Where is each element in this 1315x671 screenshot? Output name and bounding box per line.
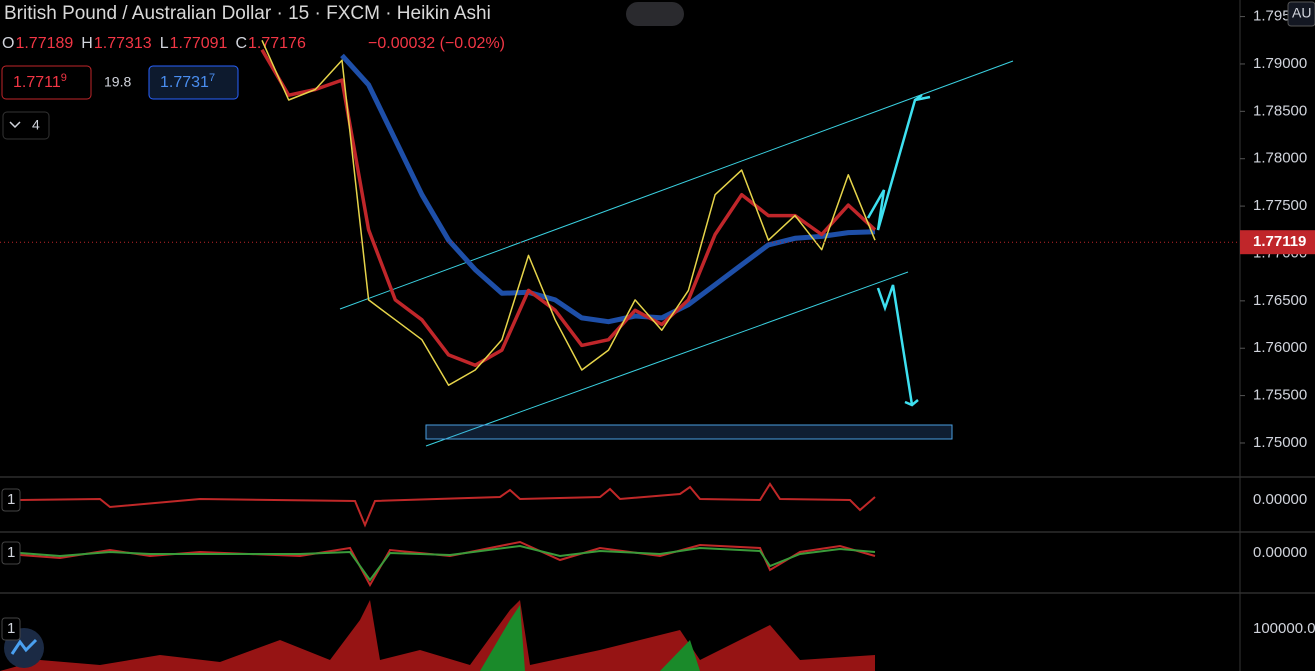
pane-label: 1 — [7, 620, 15, 637]
y-tick-label: 1.77500 — [1253, 197, 1307, 214]
last-price-tag — [1240, 230, 1315, 255]
sell-pip: 9 — [61, 72, 67, 84]
volume-bars — [0, 600, 875, 671]
buy-button[interactable] — [148, 65, 239, 100]
pane-axis-label: 0.00000 — [1253, 491, 1307, 508]
indicator-trace — [19, 544, 876, 582]
ohlc-key: O — [2, 35, 14, 52]
chevron-icon — [9, 121, 21, 129]
pane-axis-label: 100000.00 — [1253, 620, 1315, 637]
bear-arrow — [876, 284, 919, 407]
last-price-label: 1.77119 — [1253, 233, 1306, 250]
pane-axis-label: 0.00000 — [1253, 544, 1307, 561]
support-zone — [425, 424, 953, 440]
buy-pip: 7 — [209, 72, 215, 84]
buy-main: 1.7731 — [160, 74, 209, 91]
ohlc-key: L — [160, 35, 169, 52]
change: −0.00032 (−0.02%) — [368, 35, 505, 52]
currency-button[interactable] — [1287, 1, 1315, 27]
pane-label: 1 — [7, 544, 15, 561]
series-line — [261, 39, 876, 386]
symbol-title: British Pound / Australian Dollar · 15 ·… — [4, 3, 491, 24]
pane-badge — [1, 541, 21, 565]
ohlc-key: H — [81, 35, 93, 52]
series-line — [260, 48, 877, 368]
volume-bars — [480, 605, 700, 671]
buy-price: 1.77317 — [160, 72, 215, 91]
channel-top — [339, 60, 1014, 310]
y-tick-label: 1.76500 — [1253, 292, 1307, 309]
spread: 19.8 — [104, 74, 131, 90]
sell-main: 1.7711 — [13, 74, 61, 91]
ohlc-value: 1.77313 — [94, 35, 152, 52]
y-tick-label: 1.78500 — [1253, 102, 1307, 119]
channel-bottom — [425, 271, 909, 447]
series-line — [340, 53, 876, 325]
y-tick-label: 1.75500 — [1253, 387, 1307, 404]
ohlc-value: 1.77189 — [15, 35, 73, 52]
ohlc-value: 1.77091 — [170, 35, 228, 52]
ohlc-key: C — [235, 35, 247, 52]
ohlc-value: 1.77176 — [248, 35, 306, 52]
bull-arrow — [866, 93, 931, 231]
currency-label: AU — [1292, 5, 1311, 21]
pane-label: 1 — [7, 491, 15, 508]
y-tick-label: 1.75000 — [1253, 434, 1307, 451]
pane-badge — [1, 617, 21, 641]
y-tick-label: 1.76000 — [1253, 339, 1307, 356]
y-tick-label: 1.78000 — [1253, 150, 1307, 167]
sell-price: 1.77119 — [13, 72, 67, 91]
indicator-trace — [19, 482, 876, 528]
sell-button[interactable] — [1, 65, 92, 100]
status-pill[interactable] — [626, 2, 684, 26]
indicator-trace — [19, 540, 876, 588]
indicators-count: 4 — [32, 117, 40, 133]
indicators-toggle[interactable] — [2, 111, 50, 140]
y-tick-label: 1.79000 — [1253, 55, 1307, 72]
pane-badge — [1, 488, 21, 512]
logo-mark — [10, 638, 38, 655]
